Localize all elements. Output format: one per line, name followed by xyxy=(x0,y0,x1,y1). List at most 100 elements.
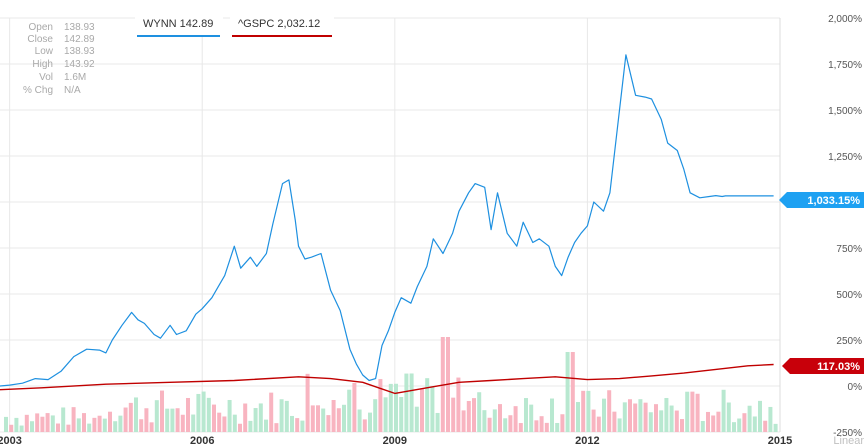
volume-bar xyxy=(118,415,123,432)
x-tick-label: 2012 xyxy=(575,435,599,447)
volume-bar xyxy=(591,409,596,432)
volume-bar xyxy=(295,418,300,432)
volume-bar xyxy=(50,415,55,432)
volume-bar xyxy=(550,398,554,432)
volume-bar xyxy=(134,397,138,432)
volume-bar xyxy=(560,414,565,432)
volume-bar xyxy=(30,421,34,432)
volume-bar xyxy=(305,373,310,432)
volume-bar xyxy=(201,391,206,432)
volume-bar xyxy=(274,423,279,432)
y-tick-label: 1,250% xyxy=(828,152,862,163)
volume-bar xyxy=(196,393,201,432)
volume-bar xyxy=(581,390,586,432)
volume-bar xyxy=(669,405,674,432)
volume-bar xyxy=(435,412,440,432)
volume-bar xyxy=(711,415,716,432)
legend-gspc-label[interactable]: ^GSPC 2,032.12 xyxy=(238,18,320,30)
volume-bar xyxy=(399,397,404,432)
volume-bar xyxy=(622,402,627,432)
volume-bar xyxy=(357,409,362,432)
y-tick-label: 2,000% xyxy=(828,14,862,25)
volume-bar xyxy=(186,397,190,432)
volume-bar xyxy=(144,408,149,432)
volume-bar xyxy=(206,397,211,432)
wynn-tag-shape xyxy=(779,192,864,208)
volume-bar xyxy=(394,383,398,432)
volume-bar xyxy=(300,420,305,432)
volume-bar xyxy=(35,413,40,432)
volume-bar xyxy=(586,390,591,432)
volume-bar xyxy=(472,398,476,432)
volume-bar xyxy=(498,404,502,432)
volume-bar xyxy=(232,414,237,432)
volume-bar xyxy=(76,418,81,432)
volume-bar xyxy=(113,421,118,432)
volume-bar xyxy=(461,410,466,432)
scale-label[interactable]: Linear xyxy=(833,435,864,447)
volume-bar xyxy=(732,422,736,432)
series-line-gspc xyxy=(0,363,774,395)
volume-bar xyxy=(347,389,352,432)
y-tick-label: 0% xyxy=(848,382,863,393)
volume-bar xyxy=(726,402,731,432)
volume-bar xyxy=(326,415,331,432)
volume-bar xyxy=(40,416,45,432)
quote-close-value: 142.89 xyxy=(64,34,95,45)
legend-wynn-box[interactable] xyxy=(135,12,223,36)
volume-bar xyxy=(97,415,102,432)
volume-bar xyxy=(149,422,154,432)
volume-bar xyxy=(336,408,341,432)
volume-bar xyxy=(518,423,523,432)
volume-bar xyxy=(680,419,684,432)
volume-bar xyxy=(238,423,242,432)
volume-bar xyxy=(503,418,508,432)
quote-high-label: High xyxy=(32,59,53,70)
y-tick-label: 1,500% xyxy=(828,106,862,117)
volume-bar xyxy=(56,423,60,432)
volume-bar xyxy=(165,408,170,432)
volume-bar xyxy=(258,403,263,432)
volume-bar xyxy=(685,391,690,432)
volume-bar xyxy=(633,403,638,432)
legend-wynn-label[interactable]: WYNN 142.89 xyxy=(143,18,213,30)
volume-bar xyxy=(227,399,232,432)
series-line-wynn xyxy=(0,54,774,387)
volume-bar xyxy=(477,392,482,432)
volume-bar xyxy=(659,410,664,432)
volume-bar xyxy=(102,418,107,432)
volume-bar xyxy=(596,416,601,432)
legend-gspc-box[interactable] xyxy=(230,12,334,36)
volume-bar xyxy=(154,400,159,432)
volume-bar xyxy=(747,405,752,432)
volume-bar xyxy=(264,419,268,432)
x-axis: 2003 2006 2009 2012 2015 xyxy=(0,435,792,447)
volume-bar xyxy=(82,413,86,432)
volume-bar xyxy=(773,423,778,432)
volume-bar xyxy=(420,388,424,432)
y-tick-label: 500% xyxy=(836,290,862,301)
volume-bar xyxy=(4,416,8,432)
volume-bar xyxy=(342,404,346,432)
wynn-tag: 1,033.15% xyxy=(779,192,864,208)
quote-chg-value: N/A xyxy=(64,85,81,96)
volume-bar xyxy=(529,404,534,432)
volume-bar xyxy=(290,415,294,432)
volume-bar xyxy=(378,379,383,432)
volume-bar xyxy=(721,389,726,432)
volume-bar xyxy=(487,417,492,432)
volume-bar xyxy=(451,397,456,432)
quote-close-label: Close xyxy=(27,34,53,45)
volume-bar xyxy=(695,393,700,432)
volume-bar xyxy=(508,415,513,432)
volume-bar xyxy=(66,424,71,432)
volume-bar xyxy=(310,405,315,432)
series-layer xyxy=(0,54,774,395)
volume-bar xyxy=(466,400,471,432)
x-tick-label: 2006 xyxy=(190,435,214,447)
volume-bar xyxy=(409,373,414,432)
gspc-tag: 117.03% xyxy=(782,358,864,374)
volume-bar xyxy=(253,408,258,432)
legend[interactable]: WYNN 142.89 ^GSPC 2,032.12 xyxy=(135,12,334,37)
x-tick-label: 2009 xyxy=(383,435,407,447)
